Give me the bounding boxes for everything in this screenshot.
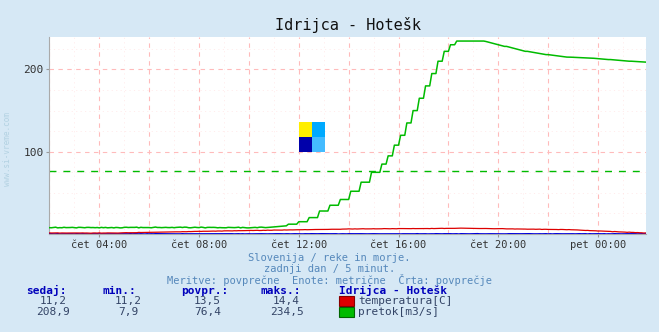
Bar [312,137,325,152]
Text: Slovenija / reke in morje.: Slovenija / reke in morje. [248,253,411,263]
Text: pretok[m3/s]: pretok[m3/s] [358,307,439,317]
Text: 208,9: 208,9 [36,307,70,317]
Text: 234,5: 234,5 [270,307,304,317]
Text: min.:: min.: [102,286,136,296]
Text: 13,5: 13,5 [194,296,221,306]
Text: 76,4: 76,4 [194,307,221,317]
Text: povpr.:: povpr.: [181,286,229,296]
Text: maks.:: maks.: [260,286,301,296]
Text: Meritve: povprečne  Enote: metrične  Črta: povprečje: Meritve: povprečne Enote: metrične Črta:… [167,274,492,286]
Bar [339,296,354,306]
Text: Idrijca - Hotešk: Idrijca - Hotešk [339,285,447,296]
Text: 14,4: 14,4 [273,296,300,306]
Text: sedaj:: sedaj: [26,285,67,296]
Text: 7,9: 7,9 [119,307,138,317]
Text: www.si-vreme.com: www.si-vreme.com [3,113,13,186]
Bar [299,122,312,137]
Text: 11,2: 11,2 [40,296,66,306]
Text: 11,2: 11,2 [115,296,142,306]
Text: zadnji dan / 5 minut.: zadnji dan / 5 minut. [264,264,395,274]
Bar [312,122,325,137]
Title: Idrijca - Hotešk: Idrijca - Hotešk [275,17,420,33]
Text: temperatura[C]: temperatura[C] [358,296,452,306]
Bar [339,307,354,317]
Bar [299,137,312,152]
